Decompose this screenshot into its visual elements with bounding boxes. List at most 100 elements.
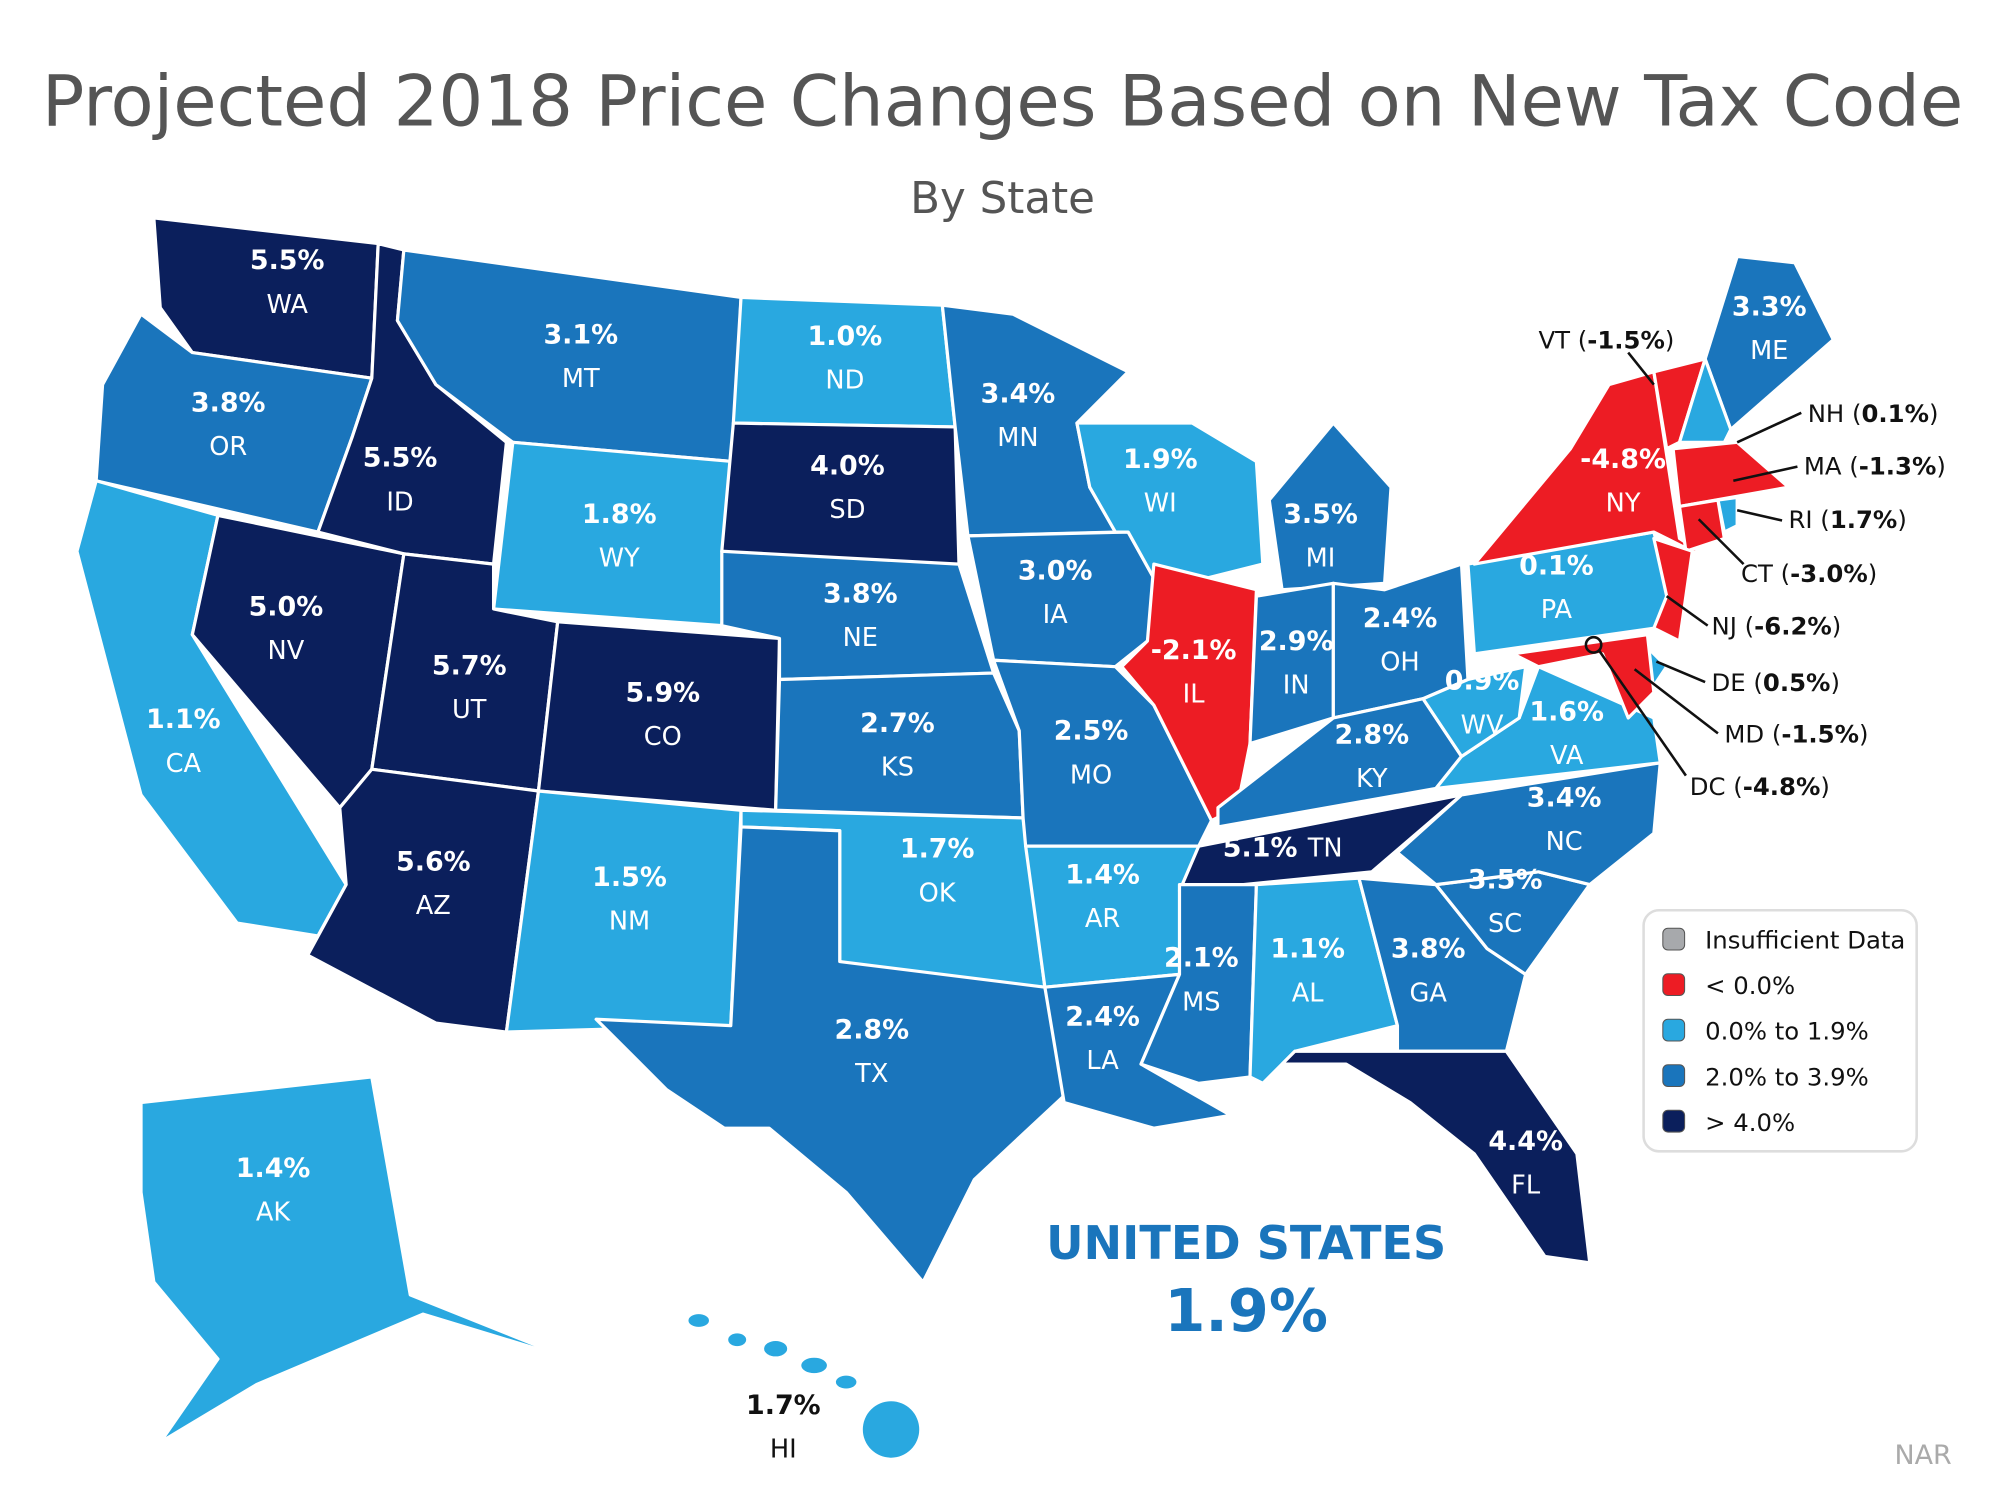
state-abbr-nd: ND [825, 365, 864, 395]
state-abbr-co: CO [644, 722, 682, 752]
state-value-nd: 1.0% [808, 321, 883, 352]
state-abbr-oh: OH [1380, 648, 1419, 678]
legend-swatch-high [1662, 1109, 1686, 1133]
state-abbr-ny: NY [1606, 489, 1641, 519]
state-value-ar: 1.4% [1065, 859, 1140, 890]
state-value-ny: -4.8% [1580, 444, 1666, 475]
state-abbr-ga: GA [1410, 978, 1448, 1008]
state-abbr-sc: SC [1488, 909, 1522, 939]
state-value-ms: 2.1% [1164, 943, 1239, 974]
states-layer [75, 216, 1835, 1458]
state-value-mn: 3.4% [981, 379, 1056, 410]
state-abbr-in: IN [1283, 671, 1310, 701]
state-value-wv: 0.9% [1445, 666, 1520, 697]
state-value-ks: 2.7% [860, 708, 935, 739]
national-label: UNITED STATES [1046, 1216, 1446, 1270]
state-abbr-ky: KY [1356, 764, 1388, 794]
state-mi [1267, 421, 1393, 592]
state-abbr-id: ID [386, 487, 413, 517]
callout-de: DE (0.5%) [1712, 668, 1840, 697]
state-abbr-al: AL [1292, 978, 1325, 1008]
state-hi-island [764, 1341, 788, 1357]
state-abbr-ar: AR [1085, 904, 1121, 934]
state-abbr-ak: AK [256, 1198, 292, 1228]
state-abbr-nm: NM [609, 906, 650, 936]
state-value-ut: 5.7% [432, 650, 507, 681]
state-abbr-fl: FL [1511, 1171, 1541, 1201]
page-subtitle: By State [910, 174, 1095, 224]
state-abbr-az: AZ [416, 891, 451, 921]
state-abbr-wy: WY [599, 544, 640, 574]
state-value-sc: 3.5% [1468, 864, 1543, 895]
state-md [1511, 633, 1656, 720]
state-abbr-sd: SD [829, 495, 865, 525]
callout-line-ma [1733, 465, 1798, 483]
callout-line-ct [1697, 518, 1745, 566]
state-value-co: 5.9% [626, 677, 701, 708]
state-hi-island [728, 1333, 747, 1347]
state-hi-island [801, 1357, 827, 1374]
state-hi-island [688, 1314, 709, 1327]
state-abbr-me: ME [1750, 336, 1788, 366]
callout-ma: MA (-1.3%) [1804, 451, 1946, 480]
callout-line-vt [1627, 351, 1655, 386]
callouts-layer: VT (-1.5%) NH (0.1%) MA (-1.3%) RI (1.7%) CT… [1538, 326, 1945, 801]
state-hi-island [835, 1375, 857, 1389]
legend-label: > 4.0% [1705, 1108, 1795, 1137]
state-value-ca: 1.1% [146, 704, 221, 735]
state-value-wy: 1.8% [582, 499, 657, 530]
state-value-ak: 1.4% [236, 1153, 311, 1184]
callout-ct: CT (-3.0%) [1741, 559, 1877, 588]
state-nj [1652, 536, 1694, 643]
state-fl [1280, 1049, 1592, 1265]
callout-nj: NJ (-6.2%) [1712, 612, 1842, 641]
callout-line-md [1633, 668, 1719, 735]
dc-marker [1584, 635, 1603, 654]
state-value-wi: 1.9% [1123, 444, 1198, 475]
state-value-tx: 2.8% [834, 1014, 909, 1045]
state-co [536, 620, 782, 812]
legend-swatch-insufficient [1662, 927, 1686, 951]
callout-dc: DC (-4.8%) [1690, 772, 1830, 801]
callout-ri: RI (1.7%) [1788, 505, 1906, 534]
state-value-al: 1.1% [1270, 934, 1345, 965]
legend-swatch-low [1662, 1018, 1686, 1042]
legend-label: Insufficient Data [1705, 926, 1905, 955]
callout-line-nj [1665, 595, 1709, 627]
state-abbr-il: IL [1183, 680, 1206, 710]
state-abbr-la: LA [1086, 1046, 1119, 1076]
legend-label: 2.0% to 3.9% [1705, 1062, 1869, 1091]
state-value-ne: 3.8% [823, 579, 898, 610]
state-abbr-ia: IA [1043, 600, 1069, 630]
state-ks [774, 671, 1025, 820]
state-abbr-ms: MS [1182, 987, 1220, 1017]
legend-swatch-mid [1662, 1064, 1686, 1088]
state-value-nm: 1.5% [592, 862, 667, 893]
national-value: 1.9% [1164, 1276, 1328, 1345]
state-tx [594, 825, 1073, 1284]
state-value-mt: 3.1% [543, 320, 618, 351]
callout-line-ri [1736, 509, 1783, 522]
state-value-hi: 1.7% [746, 1390, 821, 1421]
state-tn [1177, 793, 1464, 893]
callout-vt: VT (-1.5%) [1538, 326, 1674, 355]
state-abbr-tn: TN [1307, 833, 1343, 863]
state-abbr-wi: WI [1144, 489, 1177, 519]
legend: Insufficient Data < 0.0% 0.0% to 1.9% 2.0% … [1642, 908, 1918, 1153]
state-value-va: 1.6% [1529, 697, 1604, 728]
legend-label: 0.0% to 1.9% [1705, 1017, 1869, 1046]
state-abbr-ut: UT [452, 695, 487, 725]
state-in [1248, 581, 1335, 746]
state-ny [1472, 370, 1720, 566]
callout-nh: NH (0.1%) [1808, 399, 1939, 428]
state-ak [139, 1075, 573, 1444]
state-nc [1395, 761, 1662, 887]
state-value-la: 2.4% [1065, 1002, 1140, 1033]
state-value-tn: 5.1% [1223, 832, 1298, 863]
state-value-oh: 2.4% [1363, 603, 1438, 634]
source-label: NAR [1894, 1440, 1951, 1471]
state-abbr-tx: TX [854, 1059, 888, 1089]
state-value-fl: 4.4% [1488, 1126, 1563, 1157]
state-value-nv: 5.0% [249, 591, 324, 622]
state-value-in: 2.9% [1259, 626, 1334, 657]
